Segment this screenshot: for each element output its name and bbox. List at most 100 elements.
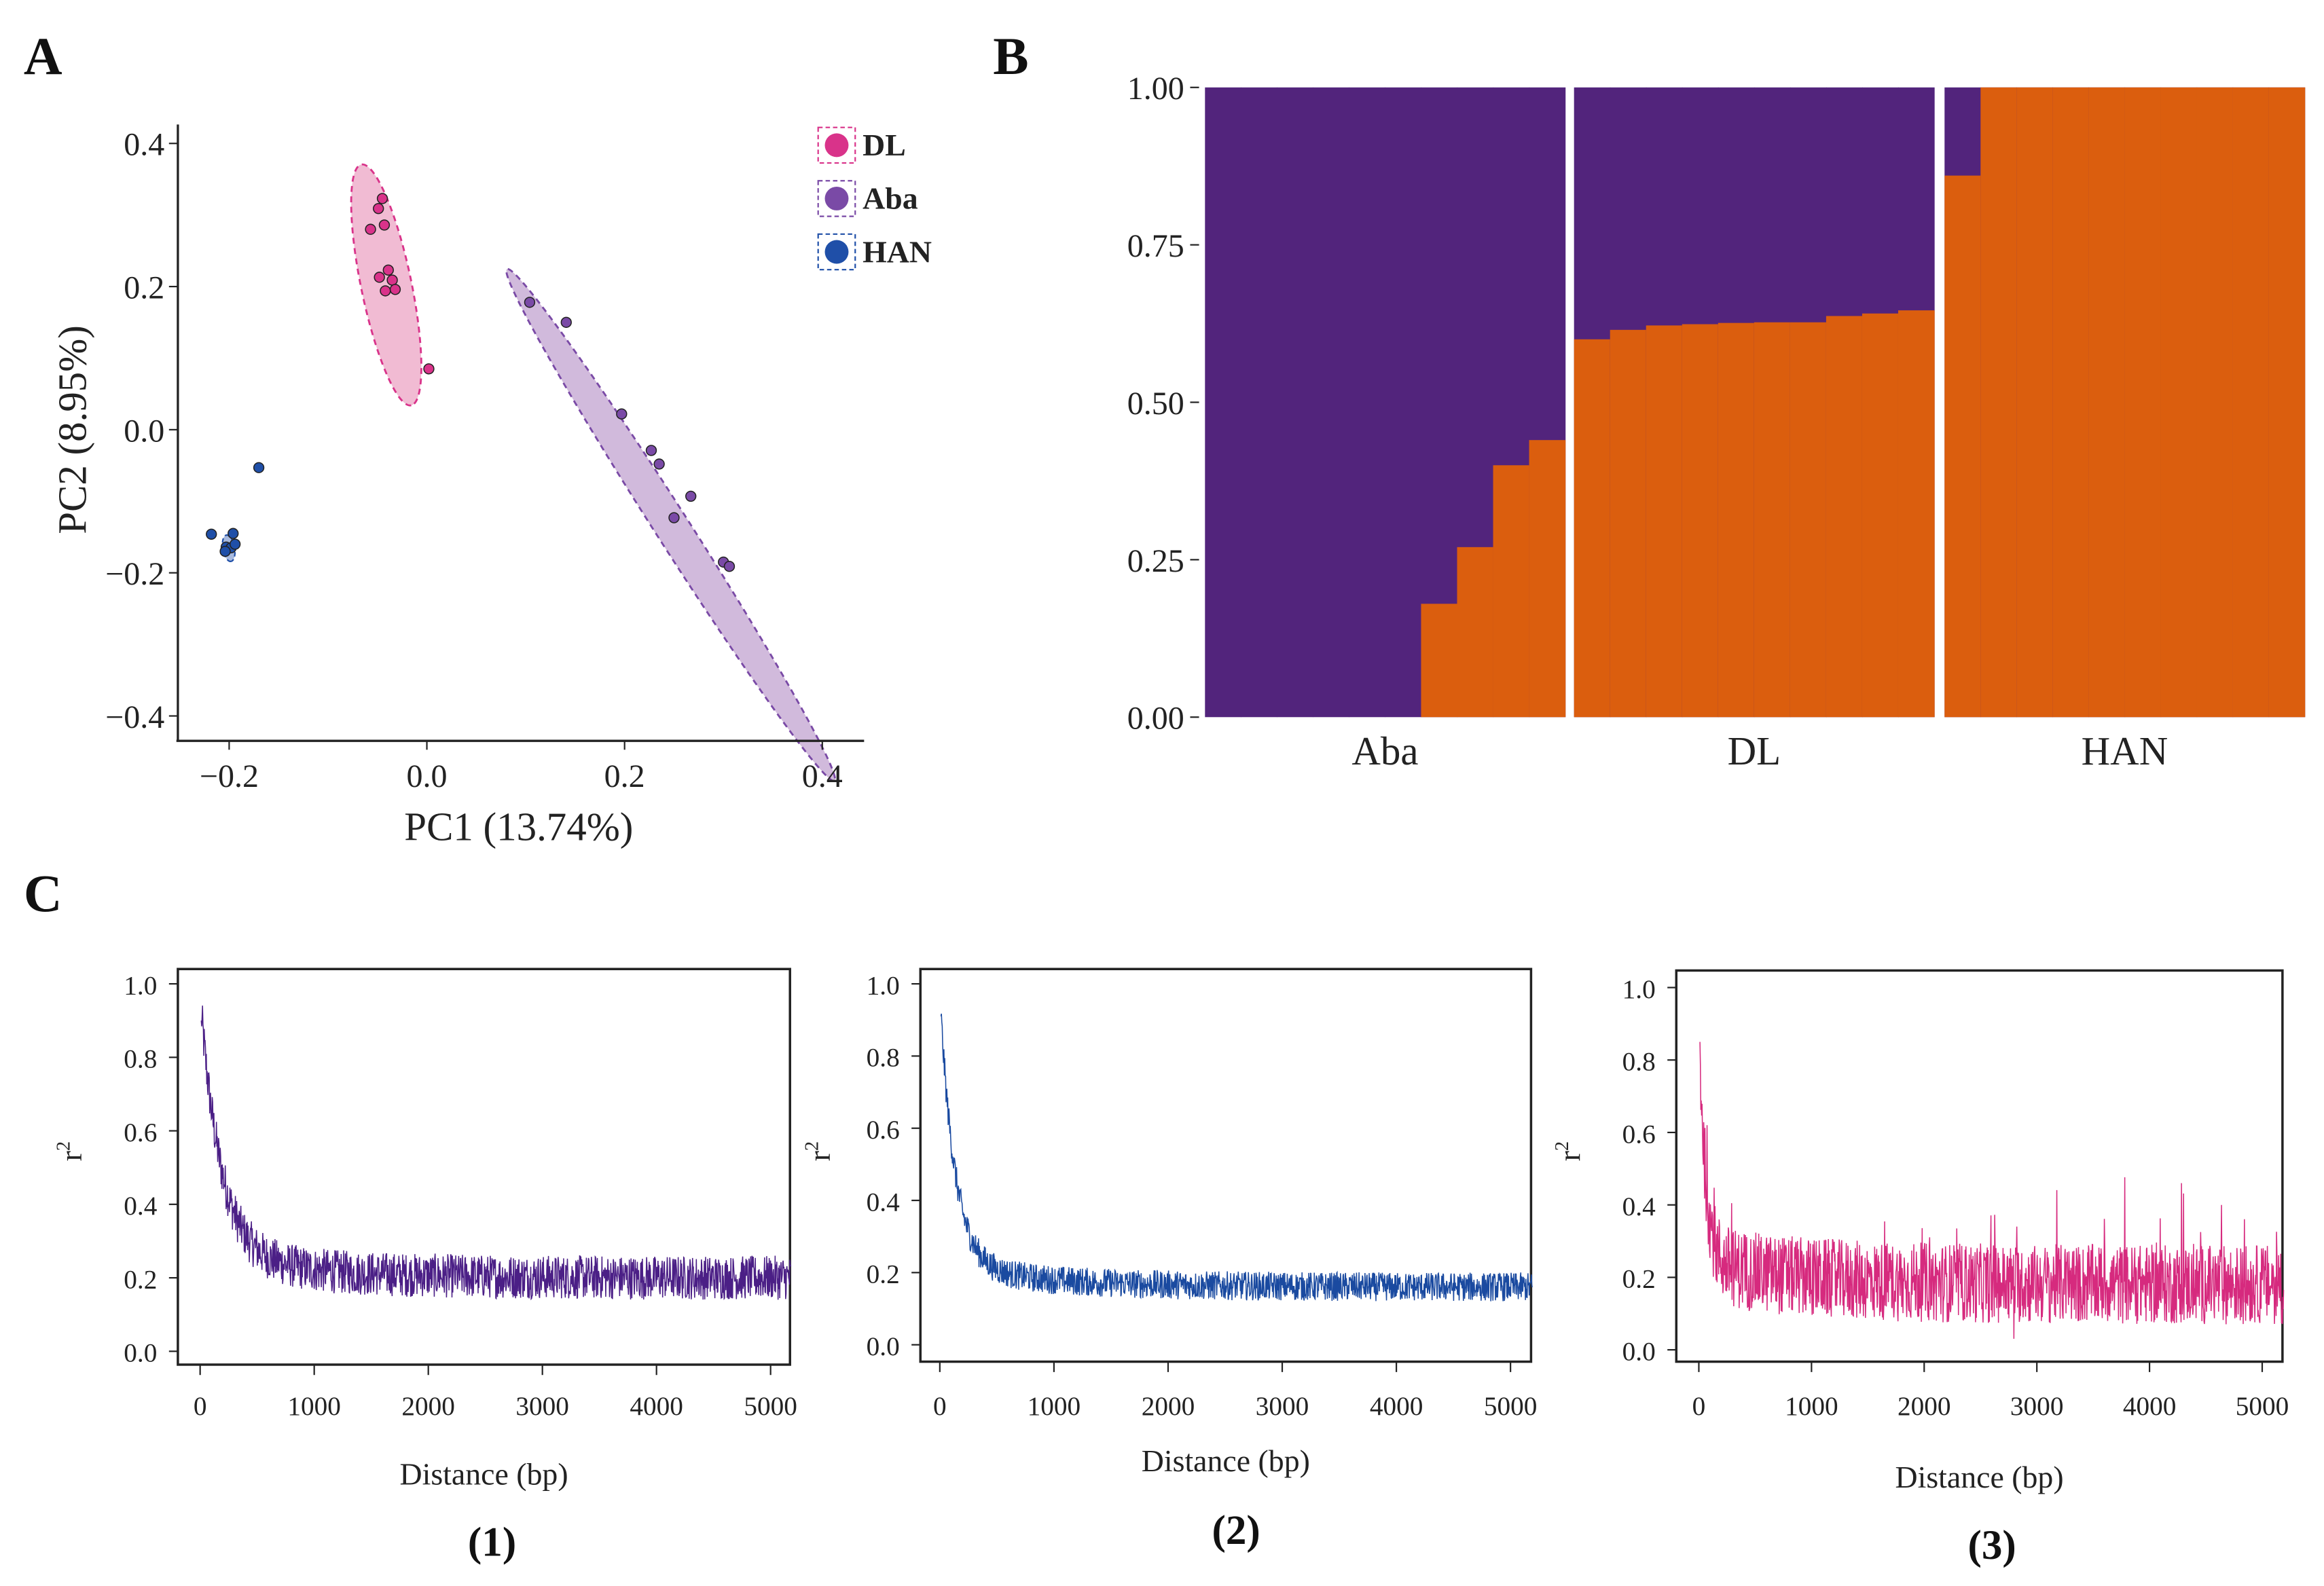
x-tick-label: 3000 [515,1392,569,1421]
dl-bar-cluster2 [1646,325,1683,718]
dl-bar-cluster2 [1682,324,1719,718]
han-point [228,528,239,539]
group-label-han: HAN [2082,729,2168,773]
x-tick-label: 3000 [2010,1392,2064,1421]
x-tick-label: 5000 [2236,1392,2289,1421]
group-label-aba: Aba [1351,729,1418,773]
dl-bar-cluster2 [1790,322,1827,718]
panel-label-c: C [24,864,62,923]
y-tick-label: 1.0 [1622,975,1656,1004]
legend-aba-label: Aba [863,181,918,216]
aba-bar-cluster1 [1349,87,1386,718]
y-tick-label: 0.00 [1127,701,1184,737]
han-bar-cluster2 [2196,87,2234,718]
plot-frame [1675,969,2284,1363]
plot-frame [919,967,1533,1363]
y-axis-title: r2 [1552,1141,1586,1161]
y-tick-label: 0.8 [124,1045,157,1074]
x-tick-label: 1000 [1785,1392,1838,1421]
y-axis-title-base: r [1552,1151,1586,1161]
dl-point [374,272,385,283]
dl-point [378,219,391,231]
subplot-label-1: (1) [468,1519,516,1565]
legend-key-box [817,126,856,164]
x-tick-label: 5000 [744,1392,797,1421]
dl-point [423,363,435,375]
x-tick-label: 0 [194,1392,207,1421]
aba-bar-cluster2 [1457,547,1494,718]
han-bar-cluster2 [2088,87,2126,718]
y-axis-title-base: r [54,1151,88,1161]
aba-point [616,408,628,420]
aba-point [685,490,697,502]
x-axis-title: Distance (bp) [1142,1443,1310,1478]
dl-bar-cluster2 [1610,329,1647,718]
y-axis-title-base: r [802,1151,837,1161]
aba-point [723,561,736,572]
han-bar-cluster2 [2268,87,2306,718]
han-bar-cluster2 [2232,87,2270,718]
dl-point [386,274,398,286]
y-tick-label: 0.6 [124,1118,157,1147]
x-tick-label: 4000 [2123,1392,2177,1421]
han-point [253,462,265,473]
y-tick-label: 0.2 [867,1260,900,1289]
aba-bar-cluster1 [1277,87,1314,718]
x-tick-label: 0 [1692,1392,1706,1421]
legend-dl-marker [824,133,849,158]
han-bar-cluster2 [1944,175,1981,718]
y-axis-title: r2 [802,1141,837,1161]
ld-decay-line [1699,1041,2285,1339]
y-tick-label: 0.75 [1127,228,1184,264]
aba-bar-cluster2 [1421,604,1458,718]
group-label-dl: DL [1728,729,1781,773]
y-tick-label: 0.25 [1127,543,1184,579]
x-tick-label: 2000 [1898,1392,1951,1421]
legend-key-box [817,180,856,217]
aba-bar-cluster1 [1385,87,1422,718]
y-tick-label: −0.2 [105,556,164,592]
dl-bar-cluster2 [1574,339,1611,718]
dl-point [380,285,391,297]
panel-label-b: B [993,26,1028,86]
aba-point [524,297,536,308]
y-tick-label: 0.8 [1622,1048,1656,1077]
dl-point [389,284,401,295]
x-tick-label: 0 [933,1392,947,1421]
y-tick-label: 0.4 [124,1192,157,1221]
dl-bar-cluster2 [1862,313,1899,718]
dl-bar-cluster2 [1898,310,1935,718]
y-axis-title-superscript: 2 [802,1141,823,1151]
legend-han-marker [824,240,849,264]
y-tick-label: 1.00 [1127,71,1184,107]
x-tick-label: 0.0 [407,758,448,794]
y-tick-label: 0.0 [124,413,164,449]
x-tick-label: 2000 [401,1392,455,1421]
han-point [219,545,231,557]
han-bar-cluster2 [2016,87,2054,718]
aba-point [653,458,665,470]
aba-bar-cluster1 [1313,87,1350,718]
plot-frame [177,967,791,1366]
x-tick-label: 4000 [630,1392,683,1421]
dl-bar-cluster2 [1754,322,1791,718]
dl-point [365,223,376,235]
y-tick-label: 0.4 [867,1187,900,1217]
aba-bar-cluster1 [1205,87,1241,718]
y-tick-label: 0.6 [867,1115,900,1145]
han-bar-cluster2 [2160,87,2198,718]
han-point [206,528,217,540]
x-tick-label: 0.4 [802,758,843,794]
x-tick-label: 4000 [1370,1392,1423,1421]
y-tick-label: 0.0 [1622,1337,1656,1366]
y-axis-title-superscript: 2 [1552,1141,1573,1151]
aba-point [668,512,680,523]
y-tick-label: 0.8 [867,1044,900,1073]
aba-bar-cluster2 [1493,465,1530,718]
x-tick-label: −0.2 [200,758,259,794]
x-axis-title: PC1 (13.74%) [404,804,633,849]
ld-decay-line [940,1013,1533,1302]
dl-point [376,193,388,204]
y-tick-label: 0.50 [1127,386,1184,422]
